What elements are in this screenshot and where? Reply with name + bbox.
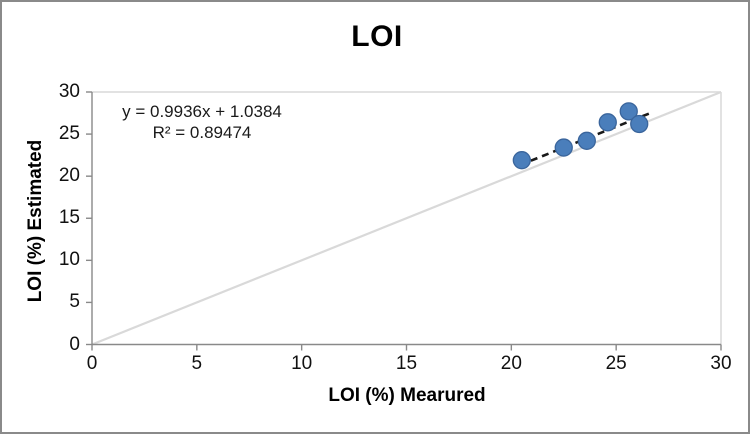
x-tick-label: 5 [191, 353, 203, 374]
trendline-r-squared: R² = 0.89474 [152, 123, 252, 142]
chart-title: LOI [351, 20, 403, 53]
data-point [619, 102, 638, 121]
data-point [630, 114, 649, 134]
data-point [598, 113, 617, 132]
y-tick-label: 0 [69, 333, 80, 355]
data-point [512, 151, 531, 170]
trendline-equation: y = 0.9936x + 1.0384 [122, 102, 282, 121]
trendline-annotation: y = 0.9936x + 1.0384 R² = 0.89474 [102, 101, 302, 143]
x-tick-label: 15 [395, 353, 418, 374]
x-tick-label: 30 [710, 353, 732, 374]
data-point [577, 131, 596, 150]
y-tick-label: 25 [58, 123, 80, 145]
y-tick-label: 20 [58, 165, 80, 187]
identity-line [91, 90, 722, 346]
x-tick-label: 0 [86, 353, 98, 374]
x-tick-label: 10 [291, 353, 313, 374]
x-axis-title: LOI (%) Mearured [328, 385, 486, 406]
x-tick-label: 25 [605, 353, 627, 374]
y-tick-label: 10 [58, 249, 80, 271]
x-tick-label: 20 [500, 353, 522, 374]
data-point [554, 138, 573, 157]
y-tick-label: 5 [69, 291, 80, 313]
y-tick-label: 15 [58, 207, 80, 229]
y-tick-label: 30 [58, 81, 80, 102]
